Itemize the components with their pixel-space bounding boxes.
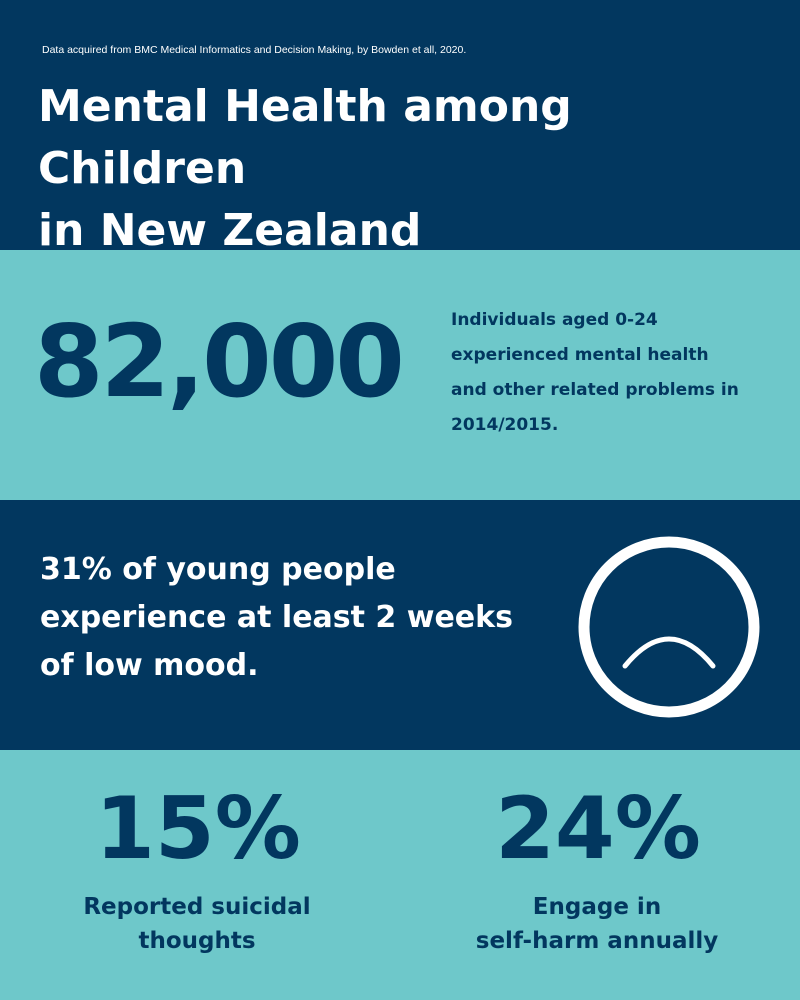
self-harm-caption: Engage in self-harm annually bbox=[437, 890, 757, 958]
individuals-description-line: experienced mental health bbox=[451, 345, 709, 365]
individuals-description-line: and other related problems in bbox=[451, 380, 739, 400]
individuals-count: 82,000 bbox=[34, 303, 405, 420]
title-line-1: Mental Health among Children bbox=[38, 81, 572, 194]
self-harm-caption-line: self-harm annually bbox=[475, 928, 719, 954]
low-mood-line: of low mood. bbox=[40, 648, 259, 683]
frown-mouth bbox=[622, 636, 716, 669]
suicidal-thoughts-percent: 15% bbox=[95, 779, 301, 879]
title-line-2: in New Zealand bbox=[38, 205, 422, 250]
page-title: Mental Health among Children in New Zeal… bbox=[38, 76, 778, 250]
header-band: Data acquired from BMC Medical Informati… bbox=[0, 0, 800, 250]
self-harm-caption-line: Engage in bbox=[532, 894, 662, 920]
self-harm-percent: 24% bbox=[495, 779, 701, 879]
individuals-stat-band bbox=[0, 250, 800, 500]
face-outline bbox=[578, 536, 760, 718]
suicidal-caption-line: thoughts bbox=[138, 928, 256, 954]
low-mood-statement: 31% of young people experience at least … bbox=[40, 546, 560, 690]
suicidal-caption-line: Reported suicidal bbox=[83, 894, 311, 920]
individuals-description-line: 2014/2015. bbox=[451, 415, 559, 435]
low-mood-line: experience at least 2 weeks bbox=[40, 600, 513, 635]
individuals-description-line: Individuals aged 0-24 bbox=[451, 310, 658, 330]
individuals-description: Individuals aged 0-24 experienced mental… bbox=[451, 303, 781, 443]
source-citation: Data acquired from BMC Medical Informati… bbox=[42, 44, 467, 56]
low-mood-line: 31% of young people bbox=[40, 552, 396, 587]
bottom-stats-band bbox=[0, 750, 800, 1000]
sad-face-icon bbox=[578, 536, 760, 718]
suicidal-thoughts-caption: Reported suicidal thoughts bbox=[37, 890, 357, 958]
